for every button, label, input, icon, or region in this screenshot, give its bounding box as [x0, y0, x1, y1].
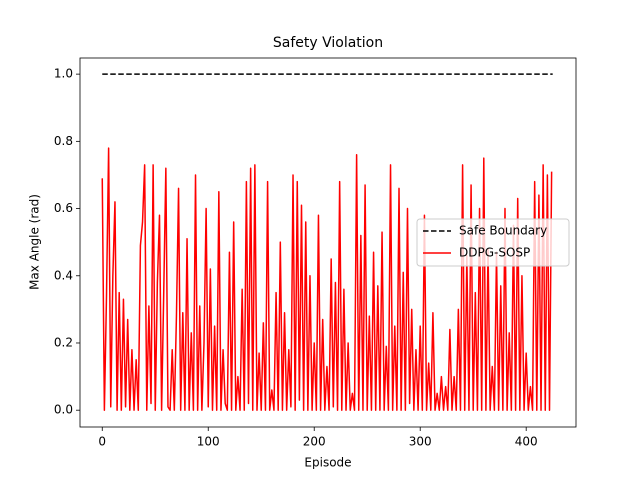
legend-label: DDPG-SOSP	[459, 246, 530, 260]
x-tick-label: 100	[197, 435, 220, 449]
y-tick-label: 0.4	[54, 268, 73, 282]
data-line	[101, 147, 553, 411]
x-tick-label: 0	[98, 435, 106, 449]
y-tick-label: 0.6	[54, 201, 73, 215]
y-tick-label: 0.2	[54, 335, 73, 349]
y-tick-label: 1.0	[54, 67, 73, 81]
y-tick-label: 0.8	[54, 134, 73, 148]
legend-box	[416, 218, 570, 267]
legend: Safe Boundary DDPG-SOSP	[416, 218, 570, 267]
x-tick-label: 300	[409, 435, 432, 449]
x-axis-label: Episode	[304, 456, 351, 470]
chart-title: Safety Violation	[273, 35, 383, 51]
y-tick-label: 0.0	[54, 403, 73, 417]
x-tick-label: 200	[303, 435, 326, 449]
y-axis-label: Max Angle (rad)	[28, 194, 42, 290]
x-tick-label: 400	[515, 435, 538, 449]
plot-frame	[79, 57, 577, 428]
legend-label: Safe Boundary	[459, 224, 547, 238]
